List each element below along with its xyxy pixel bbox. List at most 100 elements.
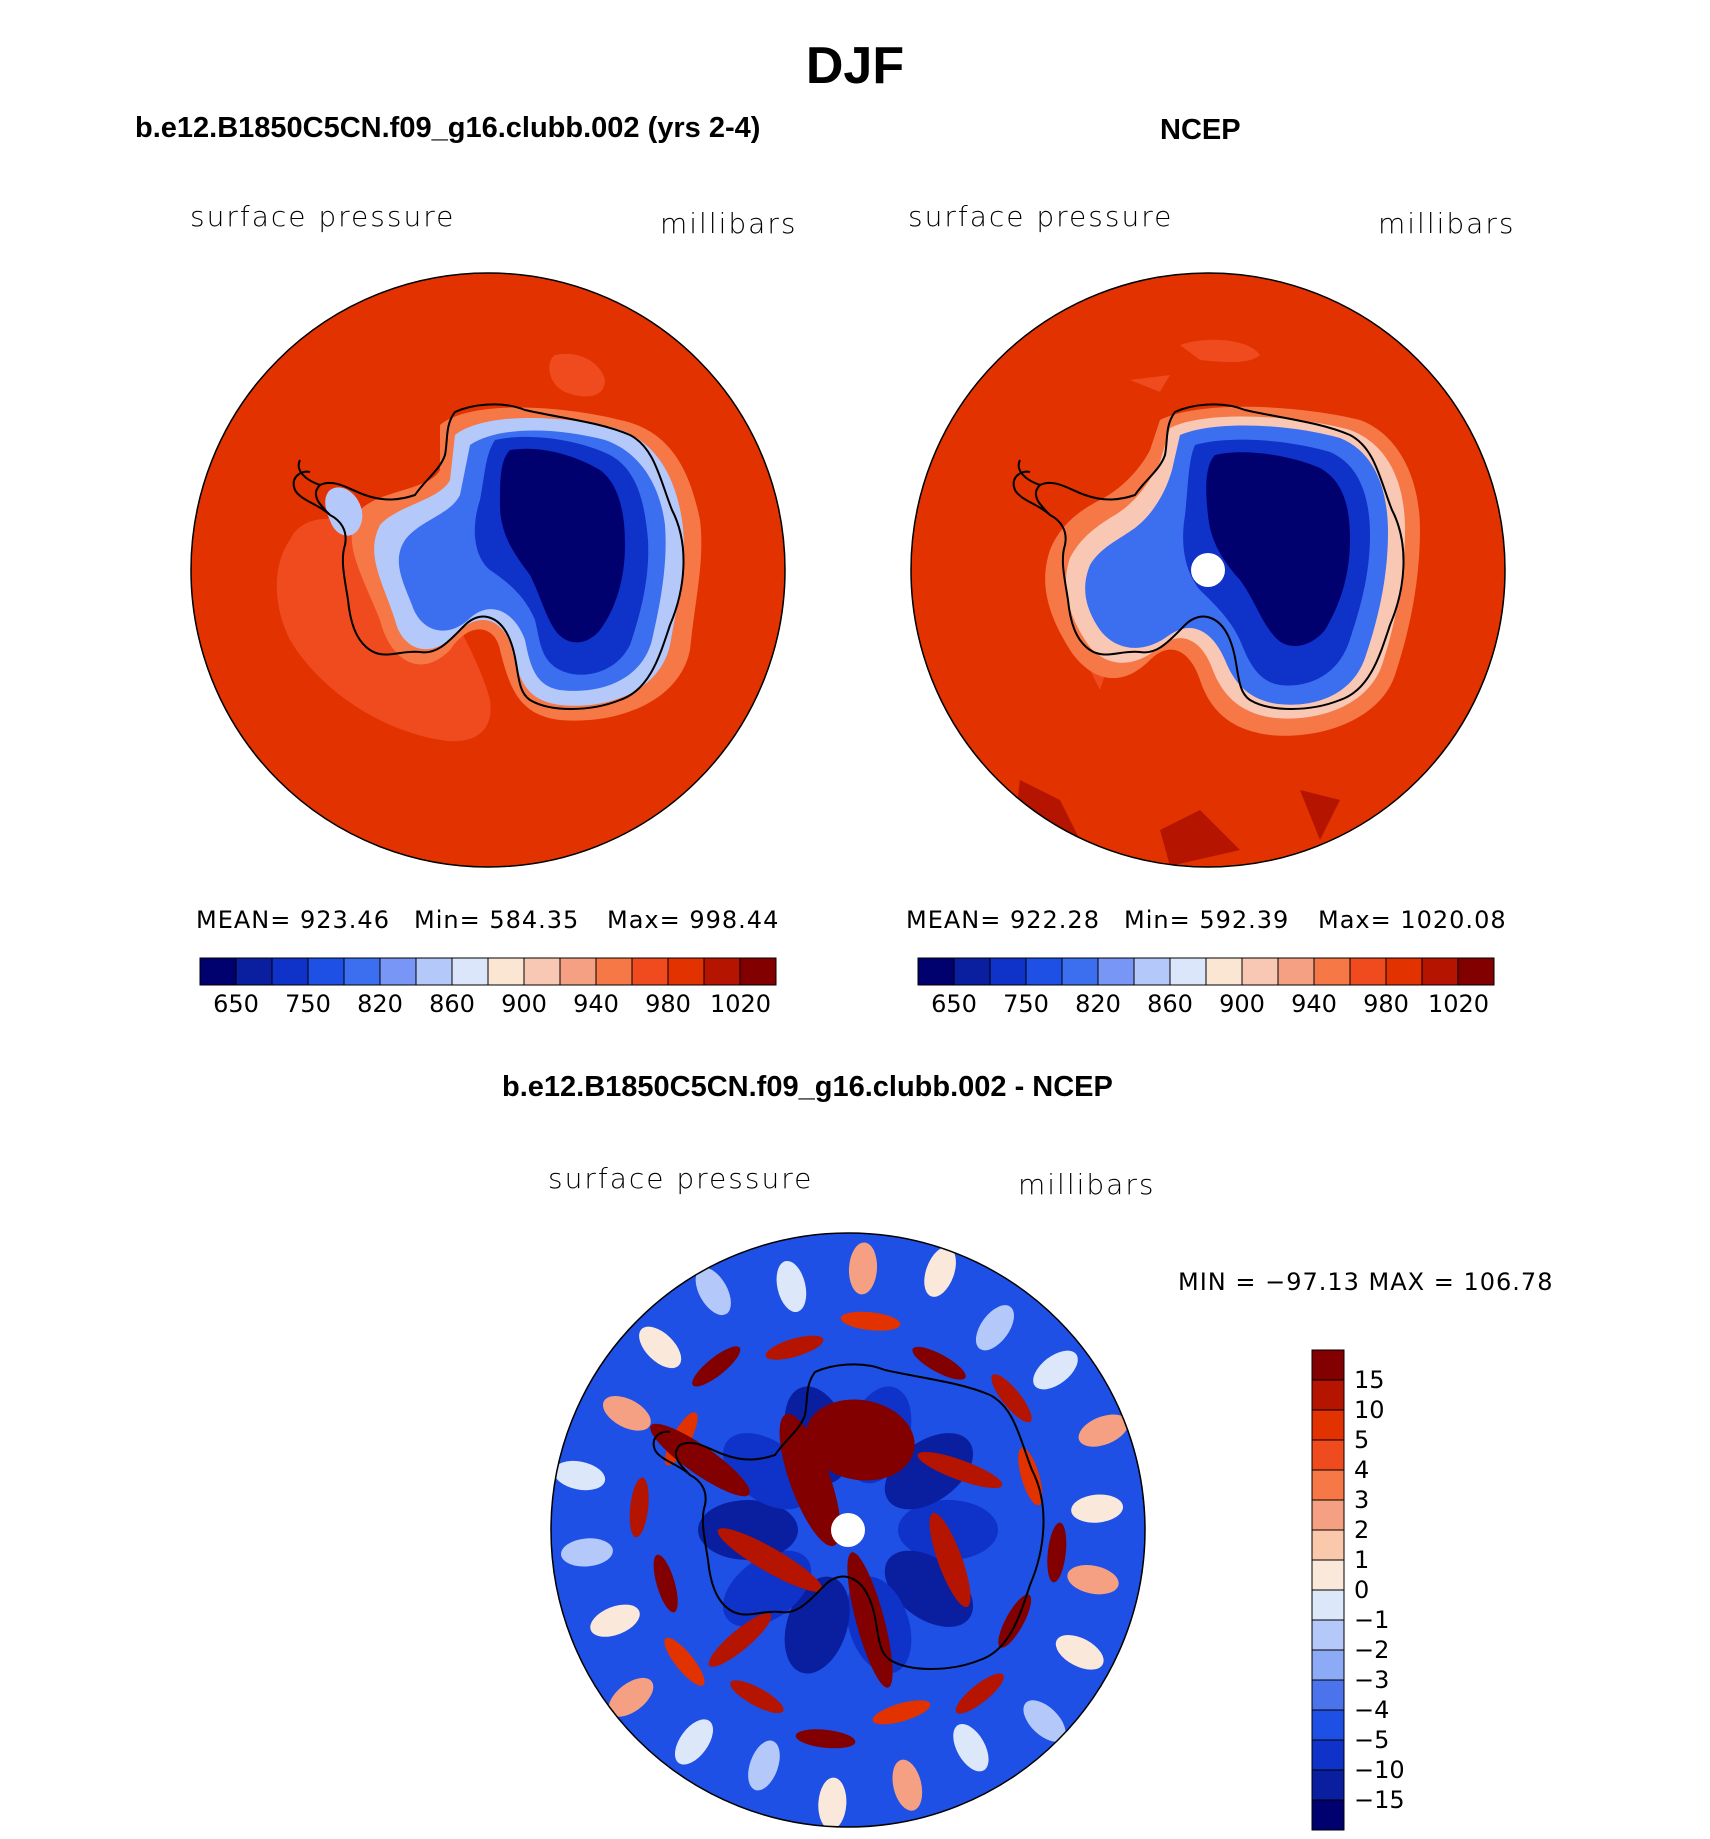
colorbar-tick-label: 820 <box>357 990 403 1018</box>
colorbar-swatch <box>1311 1409 1345 1441</box>
anomaly-blob <box>912 1346 966 1380</box>
anomaly-blob <box>818 1777 847 1827</box>
colorbar-tick-label: 940 <box>573 990 619 1018</box>
colorbar-swatch <box>415 957 453 986</box>
colorbar-swatch <box>917 957 955 986</box>
colorbar-tick-label: −3 <box>1354 1666 1390 1694</box>
colorbar-tick-label: 980 <box>1363 990 1409 1018</box>
model-units-label: millibars <box>660 207 798 240</box>
colorbar-tick-label: −2 <box>1354 1636 1390 1664</box>
model-map <box>190 272 786 868</box>
colorbar-swatch <box>271 957 309 986</box>
anomaly-blob <box>848 1242 878 1295</box>
colorbar-swatch <box>989 957 1027 986</box>
anomaly-blob <box>917 1451 1003 1489</box>
colorbar-swatch <box>1311 1349 1345 1381</box>
colorbar-swatch <box>1311 1679 1345 1711</box>
colorbar-swatch <box>1313 957 1351 986</box>
obs-units-label: millibars <box>1378 207 1516 240</box>
obs-coastline <box>1012 403 1405 710</box>
anomaly-blob <box>674 1719 714 1765</box>
diff-pole-hole <box>831 1513 865 1547</box>
colorbar-tick-label: 750 <box>1003 990 1049 1018</box>
anomaly-blob <box>590 1604 640 1637</box>
anomaly-blob <box>847 1552 893 1688</box>
diff-minmax: MIN = −97.13 MAX = 106.78 <box>1178 1268 1554 1296</box>
anomaly-blob <box>748 1740 780 1791</box>
anomaly-blob <box>929 1512 971 1608</box>
colorbar-tick-label: 1 <box>1354 1546 1370 1574</box>
anomaly-blob <box>1055 1634 1104 1670</box>
anomaly-blob <box>776 1260 807 1313</box>
model-peninsula-ice <box>325 487 363 536</box>
colorbar-swatch <box>1311 1739 1345 1771</box>
model-coastline <box>292 403 685 710</box>
anomaly-blob <box>664 1637 705 1686</box>
colorbar-tick-label: 900 <box>501 990 547 1018</box>
colorbar-tick-label: 2 <box>1354 1516 1370 1544</box>
model-min: Min= 584.35 <box>414 906 580 934</box>
colorbar-swatch <box>1311 1649 1345 1681</box>
obs-max: Max= 1020.08 <box>1318 906 1507 934</box>
model-field-label: surface pressure <box>190 200 456 233</box>
diff-map-border <box>550 1232 1146 1828</box>
colorbar-swatch <box>1097 957 1135 986</box>
anomaly-blob <box>765 1335 824 1360</box>
obs-min: Min= 592.39 <box>1124 906 1290 934</box>
anomaly-blob <box>602 1395 651 1431</box>
colorbar-tick-label: 650 <box>931 990 977 1018</box>
colorbar-swatch <box>1133 957 1171 986</box>
anomaly-blob <box>629 1477 649 1538</box>
obs-colorbar <box>917 957 1495 986</box>
colorbar-tick-label: 980 <box>645 990 691 1018</box>
colorbar-tick-label: −10 <box>1354 1756 1405 1784</box>
colorbar-tick-label: 4 <box>1354 1456 1370 1484</box>
anomaly-blob <box>608 1677 654 1717</box>
colorbar-tick-label: 10 <box>1354 1396 1385 1424</box>
colorbar-tick-label: 860 <box>429 990 475 1018</box>
model-max: Max= 998.44 <box>607 906 780 934</box>
colorbar-tick-label: −5 <box>1354 1726 1390 1754</box>
colorbar-tick-label: 820 <box>1075 990 1121 1018</box>
obs-mean: MEAN= 922.28 <box>906 906 1100 934</box>
colorbar-swatch <box>1311 1799 1345 1831</box>
model-colorbar <box>199 957 777 986</box>
anomaly-blob <box>561 1538 613 1567</box>
anomaly-blob <box>784 1576 850 1674</box>
anomaly-blob <box>955 1673 1004 1714</box>
diff-map <box>550 1232 1146 1828</box>
anomaly-blob <box>1067 1565 1119 1595</box>
diff-panel-title: b.e12.B1850C5CN.f09_g16.clubb.002 - NCEP <box>502 1071 1113 1103</box>
colorbar-swatch <box>1311 1589 1345 1621</box>
colorbar-swatch <box>1205 957 1243 986</box>
model-pressure-patch <box>549 353 605 397</box>
colorbar-tick-label: 3 <box>1354 1486 1370 1514</box>
colorbar-swatch <box>1241 957 1279 986</box>
anomaly-blob <box>779 1413 841 1547</box>
model-mean: MEAN= 923.46 <box>196 906 390 934</box>
colorbar-swatch <box>1311 1529 1345 1561</box>
colorbar-swatch <box>1311 1619 1345 1651</box>
colorbar-swatch <box>1169 957 1207 986</box>
colorbar-swatch <box>1311 1379 1345 1411</box>
diff-anomaly-blobs <box>553 1242 1129 1827</box>
anomaly-blob <box>840 1311 901 1331</box>
anomaly-blob <box>1078 1414 1129 1447</box>
colorbar-swatch <box>1311 1709 1345 1741</box>
obs-field-label: surface pressure <box>908 200 1174 233</box>
anomaly-blob <box>1023 1700 1066 1742</box>
colorbar-swatch <box>1385 957 1423 986</box>
anomaly-blob <box>730 1680 784 1714</box>
anomaly-blob <box>653 1554 678 1613</box>
model-map-border <box>190 272 786 868</box>
colorbar-tick-label: −15 <box>1354 1786 1405 1814</box>
colorbar-swatch <box>1311 1559 1345 1591</box>
colorbar-swatch <box>379 957 417 986</box>
colorbar-tick-label: 1020 <box>710 990 772 1018</box>
colorbar-tick-label: 650 <box>213 990 259 1018</box>
anomaly-blob <box>1033 1350 1078 1390</box>
colorbar-swatch <box>559 957 597 986</box>
figure-title: DJF <box>805 37 905 95</box>
anomaly-blob <box>892 1759 923 1811</box>
